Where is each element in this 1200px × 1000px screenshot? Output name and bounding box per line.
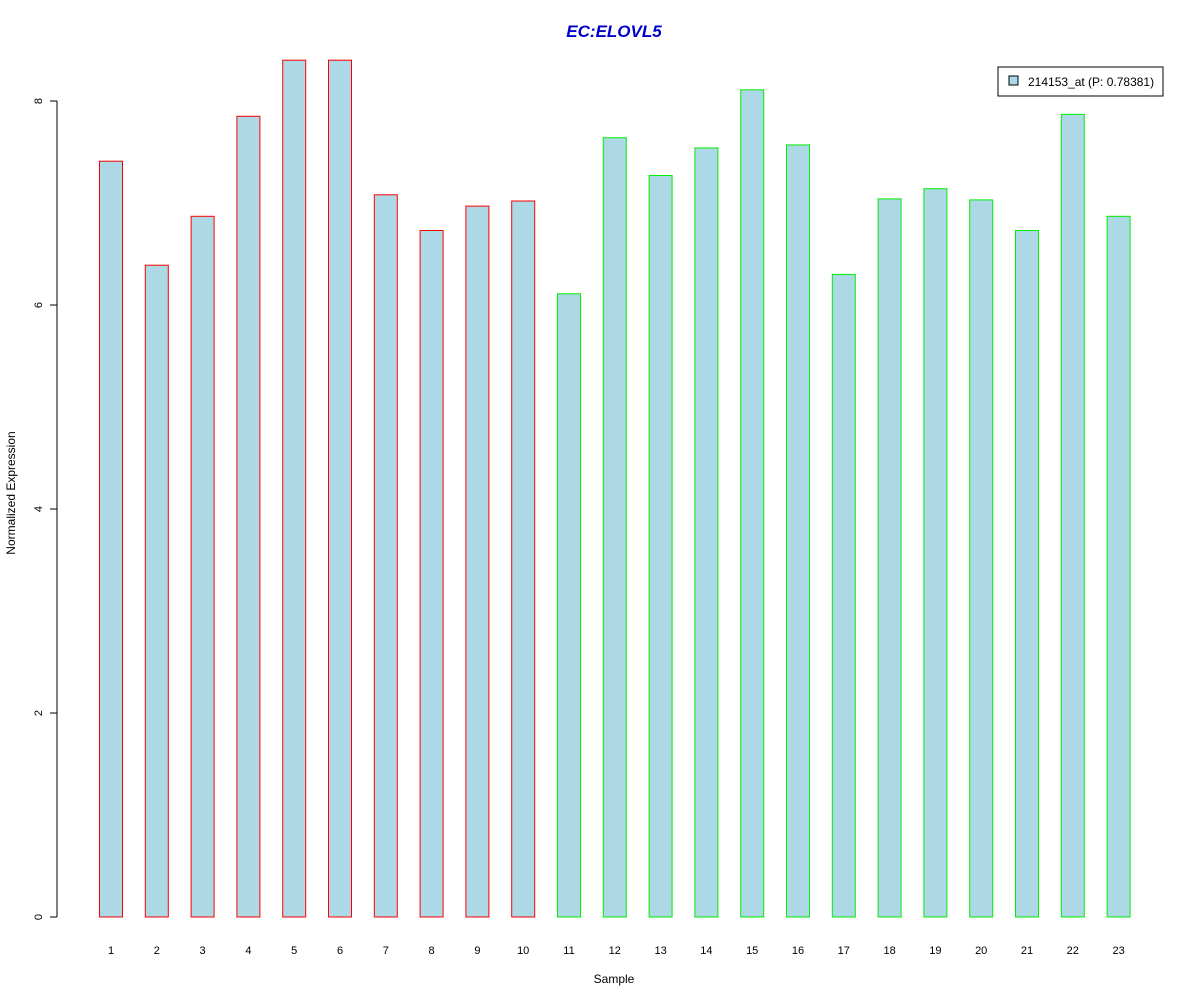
bar-sample-4 — [236, 115, 261, 918]
legend-label: 214153_at (P: 0.78381) — [1028, 75, 1154, 89]
bar-sample-2 — [144, 264, 169, 918]
bar-sample-6 — [328, 59, 352, 918]
x-tick-label: 6 — [337, 945, 343, 957]
x-tick-label: 18 — [883, 945, 895, 957]
x-tick-label: 15 — [746, 945, 758, 957]
x-tick-label: 16 — [792, 945, 804, 957]
bar-sample-15 — [740, 89, 765, 918]
bar-sample-9 — [465, 205, 490, 918]
legend-swatch — [1008, 75, 1019, 86]
x-tick-label: 14 — [700, 945, 712, 957]
x-tick-label: 19 — [929, 945, 941, 957]
legend-box — [997, 66, 1164, 97]
bar-sample-5 — [282, 59, 307, 918]
bar-sample-16 — [786, 144, 810, 918]
bar-sample-8 — [419, 230, 444, 918]
x-tick-label: 23 — [1112, 945, 1124, 957]
y-axis-label: Normalized Expression — [4, 431, 18, 554]
bar-group — [99, 59, 1131, 918]
x-tick-label: 11 — [563, 945, 574, 957]
x-tick-label: 8 — [429, 945, 435, 957]
bar-sample-21 — [1015, 230, 1039, 918]
bar-sample-14 — [694, 147, 719, 918]
x-tick-label: 5 — [291, 945, 297, 957]
bar-sample-3 — [190, 215, 215, 918]
x-tick-label: 7 — [383, 945, 389, 957]
bar-sample-1 — [99, 160, 123, 918]
y-tick-label: 0 — [33, 914, 45, 920]
bar-sample-20 — [969, 199, 994, 918]
bar-sample-19 — [923, 188, 948, 918]
bar-sample-22 — [1060, 113, 1085, 918]
bar-sample-13 — [648, 175, 673, 918]
x-tick-label: 12 — [609, 945, 621, 957]
x-tick-label: 10 — [517, 945, 529, 957]
legend: 214153_at (P: 0.78381) — [997, 66, 1164, 97]
x-tick-label: 17 — [838, 945, 850, 957]
x-tick-label: 9 — [474, 945, 480, 957]
bar-sample-18 — [877, 198, 902, 918]
x-tick-label: 20 — [975, 945, 987, 957]
y-tick-label: 2 — [33, 710, 45, 716]
bar-sample-17 — [831, 273, 856, 918]
x-axis-label: Sample — [594, 972, 635, 986]
bar-sample-12 — [602, 137, 627, 918]
x-tick-labels: 1 2 3 4 5 6 7 8 9 10 11 12 13 14 15 16 17 18 19 20 21 22 23 — [108, 945, 1125, 957]
y-tick-label: 8 — [33, 98, 45, 104]
x-tick-label: 1 — [108, 945, 114, 957]
x-tick-label: 2 — [154, 945, 160, 957]
x-tick-label: 4 — [245, 945, 251, 957]
y-tick-label: 4 — [33, 506, 45, 512]
x-tick-label: 3 — [200, 945, 206, 957]
chart-title: EC:ELOVL5 — [566, 22, 662, 41]
bar-sample-23 — [1106, 215, 1131, 918]
bar-sample-10 — [511, 200, 536, 918]
bar-sample-7 — [373, 194, 398, 918]
y-axis: 0 2 4 6 8 — [33, 98, 58, 920]
x-tick-label: 22 — [1067, 945, 1079, 957]
x-tick-label: 13 — [654, 945, 666, 957]
bar-sample-11 — [557, 293, 581, 918]
y-tick-label: 6 — [33, 302, 45, 308]
x-tick-label: 21 — [1021, 945, 1033, 957]
